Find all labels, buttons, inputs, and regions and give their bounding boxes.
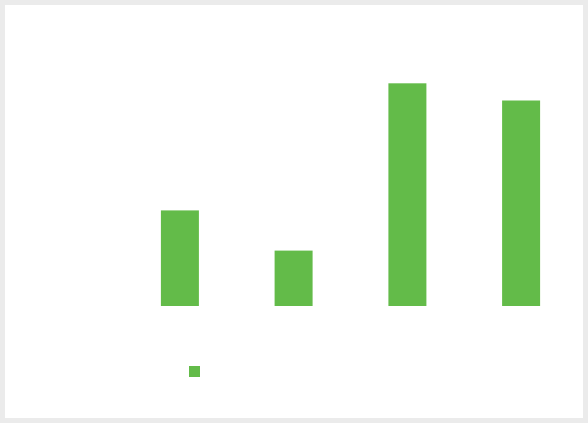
bars-group xyxy=(160,83,541,306)
bar-chart xyxy=(160,83,541,377)
bar-1 xyxy=(160,210,199,306)
legend-swatch-1 xyxy=(189,366,200,377)
legend xyxy=(189,366,200,377)
bar-4 xyxy=(502,100,541,306)
bar-2 xyxy=(274,250,313,306)
bar-3 xyxy=(388,83,427,306)
chart-frame xyxy=(5,5,583,418)
